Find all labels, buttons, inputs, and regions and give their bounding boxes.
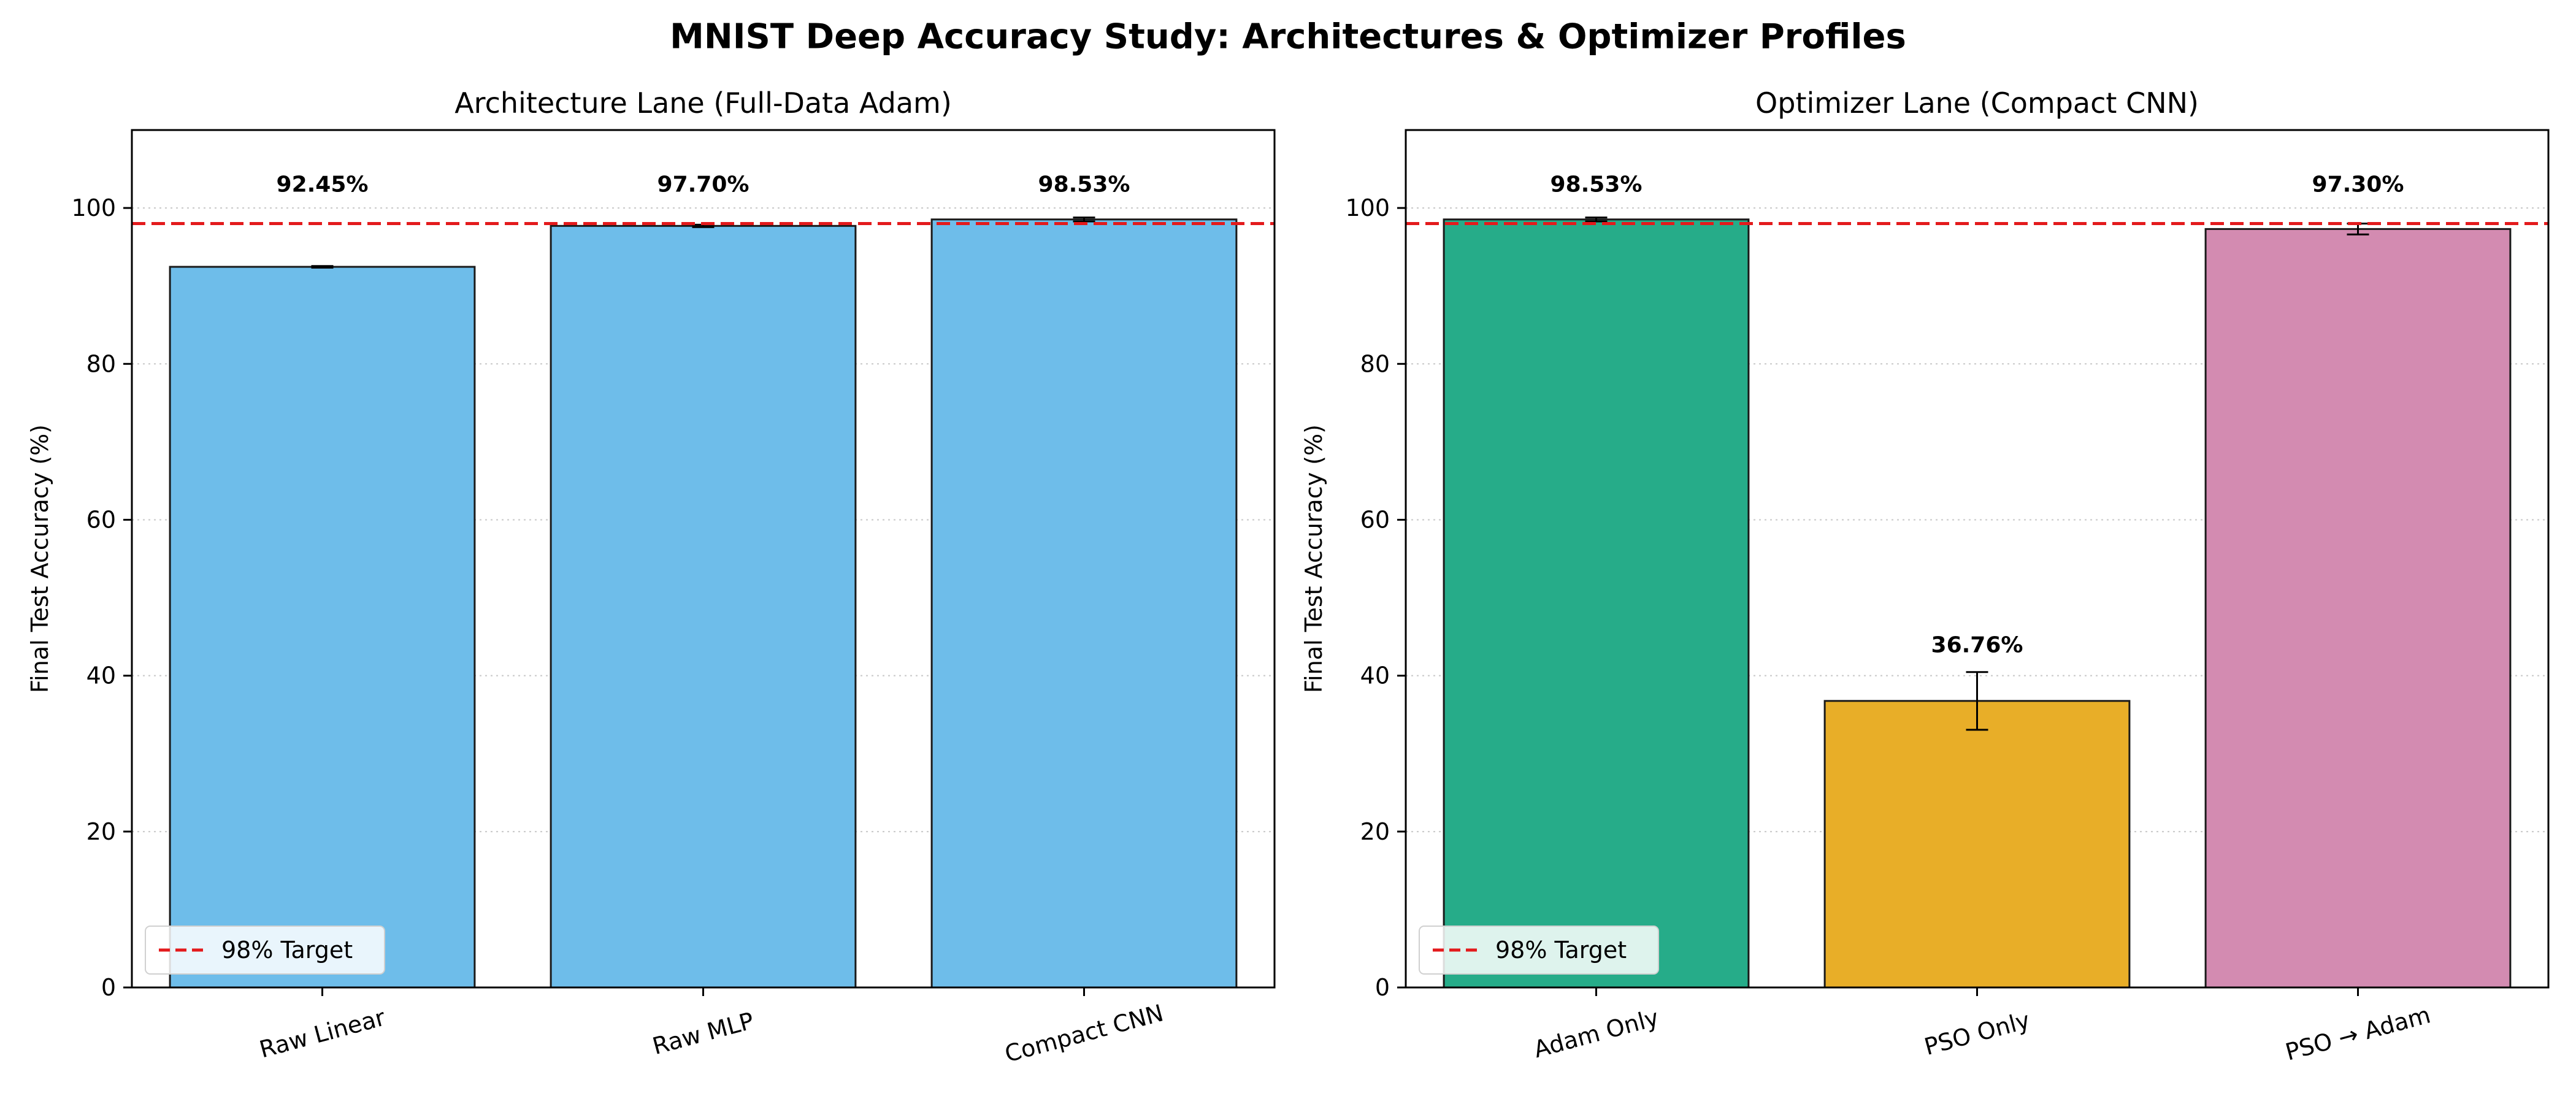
- y-tick-label: 40: [1360, 662, 1390, 689]
- y-tick-label: 0: [1375, 974, 1390, 1001]
- legend-label: 98% Target: [221, 937, 353, 964]
- bar: [930, 218, 1238, 989]
- x-tick-label: Compact CNN: [1002, 999, 1167, 1067]
- bar: [1823, 700, 2131, 989]
- data-label: 97.30%: [2312, 172, 2404, 197]
- y-tick-label: 20: [86, 818, 116, 845]
- legend-label: 98% Target: [1495, 937, 1627, 964]
- y-tick-label: 60: [86, 506, 116, 533]
- x-tick-label: Raw Linear: [256, 1003, 388, 1063]
- data-label: 92.45%: [277, 172, 369, 197]
- bar: [169, 266, 476, 989]
- bar: [1443, 218, 1750, 989]
- legend: 98% Target: [1419, 926, 1659, 975]
- y-tick-label: 100: [71, 194, 116, 221]
- error-bar: [311, 265, 334, 269]
- y-tick-label: 20: [1360, 818, 1390, 845]
- y-tick-label: 80: [86, 350, 116, 377]
- data-label: 97.70%: [657, 172, 749, 197]
- x-tick-label: PSO Only: [1922, 1006, 2033, 1060]
- legend-box: [145, 926, 385, 975]
- bar: [550, 224, 857, 989]
- chart-panel-optimizer: Optimizer Lane (Compact CNN) 98.53% 36.76%…: [1300, 86, 2550, 1066]
- data-label: 98.53%: [1038, 172, 1130, 197]
- error-bar: [1966, 671, 1988, 731]
- error-bar: [1073, 217, 1095, 223]
- legend: 98% Target: [145, 926, 385, 975]
- y-tick-label: 80: [1360, 350, 1390, 377]
- x-tick-label: Adam Only: [1531, 1004, 1662, 1064]
- error-bar: [1585, 217, 1608, 223]
- subplot-title: Architecture Lane (Full-Data Adam): [454, 86, 952, 120]
- legend-box: [1419, 926, 1659, 975]
- y-tick-label: 100: [1345, 194, 1390, 221]
- x-tick-label: Raw MLP: [650, 1007, 757, 1060]
- figure-title: MNIST Deep Accuracy Study: Architectures…: [670, 17, 1906, 57]
- data-label: 98.53%: [1551, 172, 1643, 197]
- y-axis-label: Final Test Accuracy (%): [26, 424, 53, 693]
- data-label: 36.76%: [1931, 632, 2023, 657]
- y-tick-label: 0: [101, 974, 116, 1001]
- y-tick-label: 40: [86, 662, 116, 689]
- bar: [2204, 228, 2512, 989]
- y-tick-label: 60: [1360, 506, 1390, 533]
- x-tick-label: PSO → Adam: [2283, 1001, 2434, 1065]
- chart-panel-architecture: Architecture Lane (Full-Data Adam) 92.45%…: [26, 86, 1276, 1068]
- subplot-title: Optimizer Lane (Compact CNN): [1755, 86, 2199, 120]
- y-axis-label: Final Test Accuracy (%): [1300, 424, 1327, 693]
